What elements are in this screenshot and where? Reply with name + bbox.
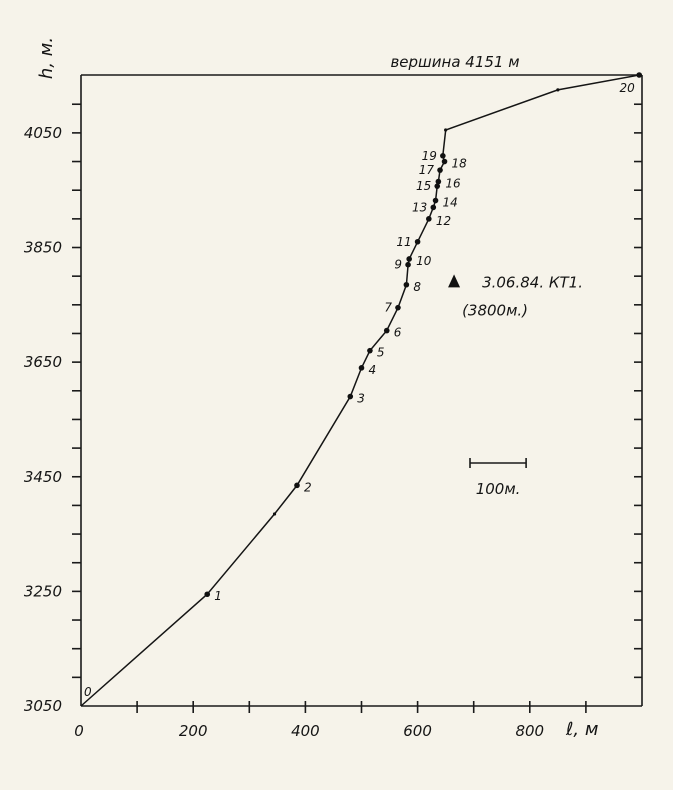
point-label: 4 <box>369 363 377 377</box>
profile-point <box>441 158 448 165</box>
point-label: 9 <box>394 258 402 272</box>
x-tick-label: 200 <box>179 722 208 740</box>
point-label: 17 <box>419 163 435 177</box>
point-label: 12 <box>436 214 451 228</box>
axes <box>72 74 643 713</box>
y-tick-label: 3450 <box>24 468 62 486</box>
profile-point <box>432 197 439 204</box>
point-label: 11 <box>396 235 411 249</box>
profile-point <box>294 482 300 489</box>
profile-points-layer <box>204 72 642 598</box>
point-label: 5 <box>377 346 385 360</box>
profile-point <box>403 281 410 288</box>
profile-point <box>204 591 211 598</box>
profile-point <box>556 88 560 92</box>
profile-point <box>435 178 442 185</box>
x-axis-title: ℓ, м <box>565 719 598 740</box>
x-tick-label: 800 <box>515 722 544 740</box>
point-label: 7 <box>384 301 392 315</box>
point-label: 0 <box>84 685 92 699</box>
point-label: 16 <box>445 177 461 191</box>
point-label: 8 <box>413 280 421 294</box>
profile-point <box>383 327 390 334</box>
camp-label-line2: (3800м.) <box>462 301 528 319</box>
x-tick-label: 400 <box>291 722 320 740</box>
profile-point <box>367 347 373 354</box>
profile-point <box>426 216 432 222</box>
point-label: 18 <box>452 157 468 171</box>
summit-label: вершина 4151 м <box>390 53 519 71</box>
profile-point <box>437 167 443 173</box>
profile-point <box>434 183 441 189</box>
point-label: 14 <box>443 196 458 210</box>
profile-line <box>80 74 640 707</box>
x-tick-label: 0 <box>74 722 84 740</box>
point-label: 2 <box>304 480 312 494</box>
point-label: 1 <box>214 589 222 603</box>
profile-point <box>395 304 401 311</box>
profile-point <box>414 238 421 245</box>
profile-point <box>444 128 448 132</box>
profile-point <box>636 72 642 78</box>
camp-marker <box>448 274 461 288</box>
profile-line-layer <box>80 74 640 707</box>
point-label: 19 <box>422 149 437 163</box>
y-axis-title: h, м. <box>36 37 57 79</box>
point-label: 13 <box>412 200 427 214</box>
profile-point <box>347 393 354 400</box>
point-label: 3 <box>357 392 365 406</box>
y-tick-label: 3650 <box>24 353 62 371</box>
scale-bar-label: 100м. <box>476 480 521 498</box>
y-tick-label: 3050 <box>24 697 62 715</box>
profile-point <box>440 153 446 159</box>
labels-layer: 0 200 400 600 800305032503450365038504050h, … <box>24 37 635 740</box>
profile-point <box>358 365 365 371</box>
point-label: 15 <box>416 179 431 193</box>
y-tick-label: 3850 <box>24 239 62 257</box>
profile-point <box>406 256 412 262</box>
point-label: 10 <box>416 254 432 268</box>
y-tick-label: 4050 <box>24 124 62 142</box>
profile-point <box>405 261 411 268</box>
point-label: 6 <box>394 326 402 340</box>
profile-point <box>272 512 277 516</box>
x-tick-label: 600 <box>403 722 432 740</box>
y-tick-label: 3250 <box>24 582 62 600</box>
camp-label-line1: 3.06.84. КТ1. <box>482 273 583 291</box>
point-label: 20 <box>620 81 636 95</box>
profile-point <box>430 204 437 211</box>
